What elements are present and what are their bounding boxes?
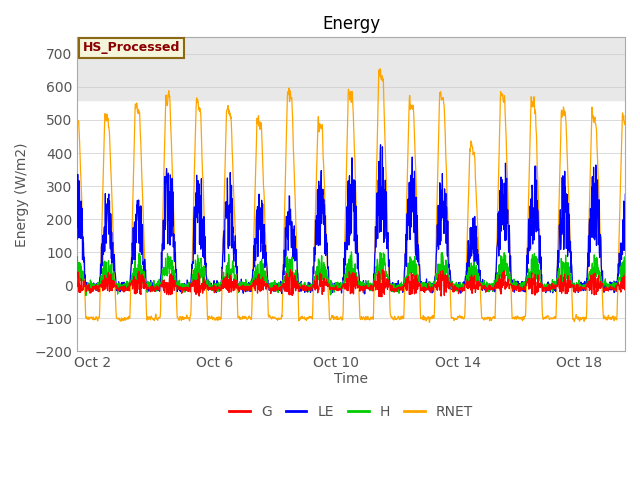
LE: [207, 284, 215, 289]
G: [207, 287, 215, 292]
RNET: [426, 320, 433, 325]
G: [538, 281, 545, 287]
H: [538, 282, 545, 288]
H: [207, 285, 215, 291]
H: [385, 281, 393, 287]
LE: [58, 285, 66, 290]
G: [78, 288, 86, 293]
RNET: [78, 216, 86, 222]
Line: H: H: [62, 252, 640, 296]
G: [379, 267, 387, 273]
Text: HS_Processed: HS_Processed: [83, 41, 180, 54]
RNET: [207, 316, 215, 322]
Legend: G, LE, H, RNET: G, LE, H, RNET: [223, 399, 479, 424]
G: [636, 286, 640, 291]
Line: RNET: RNET: [62, 69, 640, 323]
G: [325, 282, 333, 288]
RNET: [636, 317, 640, 323]
RNET: [58, 317, 66, 323]
Line: G: G: [62, 270, 640, 297]
H: [348, 249, 355, 255]
RNET: [538, 276, 545, 282]
Title: Energy: Energy: [322, 15, 380, 33]
G: [625, 282, 633, 288]
H: [625, 262, 633, 267]
LE: [636, 284, 640, 290]
Line: LE: LE: [62, 145, 640, 294]
H: [325, 282, 333, 288]
RNET: [385, 267, 392, 273]
Bar: [77, 37, 625, 100]
RNET: [325, 299, 333, 304]
H: [82, 293, 90, 299]
Y-axis label: Energy (W/m2): Energy (W/m2): [15, 142, 29, 247]
H: [58, 280, 66, 286]
H: [636, 286, 640, 291]
LE: [361, 291, 369, 297]
RNET: [625, 191, 633, 196]
RNET: [376, 66, 384, 72]
LE: [385, 257, 393, 263]
LE: [625, 225, 633, 230]
LE: [325, 279, 333, 285]
LE: [538, 276, 545, 282]
LE: [78, 214, 86, 219]
G: [385, 282, 393, 288]
X-axis label: Time: Time: [334, 372, 368, 385]
H: [78, 268, 86, 274]
G: [58, 286, 66, 292]
LE: [377, 142, 385, 148]
G: [378, 294, 386, 300]
